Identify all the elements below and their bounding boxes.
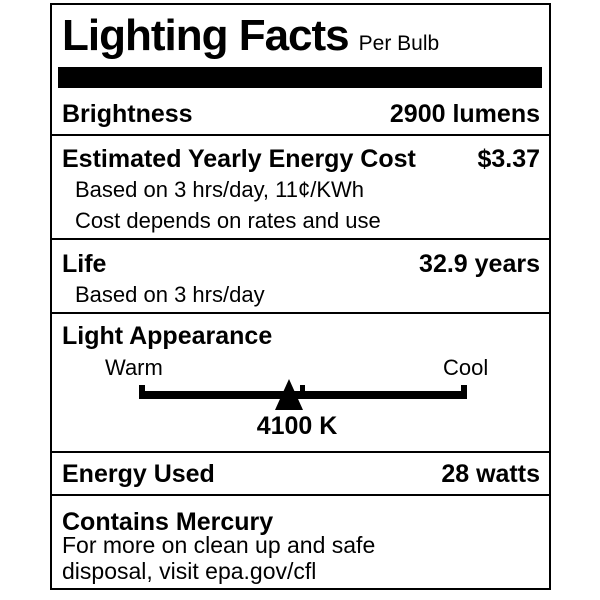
energy-cost-value: $3.37 [477, 145, 540, 173]
energy-cost-row: Estimated Yearly Energy Cost $3.37 [62, 145, 540, 174]
life-note: Based on 3 hrs/day [75, 282, 265, 307]
header: Lighting Facts Per Bulb [62, 11, 439, 61]
life-row: Life 32.9 years [62, 250, 540, 279]
light-appearance-title: Light Appearance [62, 322, 273, 350]
lighting-facts-label: Lighting Facts Per Bulb Brightness 2900 l… [50, 3, 551, 590]
brightness-value: 2900 lumens [389, 100, 540, 128]
life-label: Life [62, 250, 107, 278]
brightness-label: Brightness [62, 100, 193, 128]
mercury-info-line: disposal, visit epa.gov/cfl [62, 558, 317, 584]
header-heavy-bar [58, 67, 542, 88]
light-appearance-scale-track [139, 391, 467, 399]
energy-used-label: Energy Used [62, 460, 215, 488]
divider [52, 494, 549, 496]
scale-marker-triangle [274, 379, 303, 410]
kelvin-value: 4100 K [256, 412, 338, 440]
life-value: 32.9 years [419, 250, 540, 278]
label-subtitle: Per Bulb [358, 32, 440, 55]
label-title: Lighting Facts [62, 11, 350, 60]
divider [52, 134, 549, 136]
mercury-title: Contains Mercury [62, 508, 274, 536]
scale-left-cap [139, 385, 145, 399]
divider [52, 312, 549, 314]
brightness-row: Brightness 2900 lumens [62, 100, 540, 129]
energy-cost-note-usage: Cost depends on rates and use [75, 208, 381, 233]
energy-used-row: Energy Used 28 watts [62, 460, 540, 489]
cool-label: Cool [443, 355, 489, 380]
divider [52, 451, 549, 453]
warm-label: Warm [105, 355, 163, 380]
energy-cost-label: Estimated Yearly Energy Cost [62, 145, 416, 173]
scale-right-cap [461, 385, 467, 399]
divider [52, 238, 549, 240]
mercury-info-line: For more on clean up and safe [62, 532, 376, 558]
energy-used-value: 28 watts [441, 460, 540, 488]
energy-cost-note-rate: Based on 3 hrs/day, 11¢/KWh [75, 177, 365, 202]
